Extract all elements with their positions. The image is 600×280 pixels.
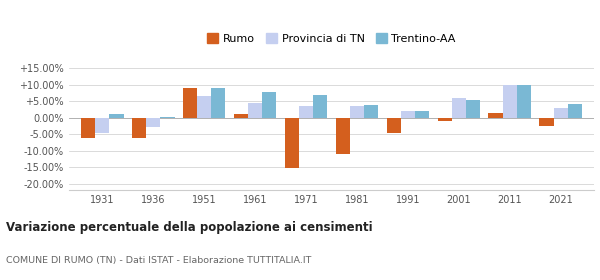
Legend: Rumo, Provincia di TN, Trentino-AA: Rumo, Provincia di TN, Trentino-AA (203, 29, 460, 48)
Bar (197, 96, 211, 118)
Bar (131, 118, 146, 138)
Bar (81, 118, 95, 137)
Bar (503, 85, 517, 118)
Bar (299, 106, 313, 118)
Bar (335, 118, 350, 154)
Bar (284, 118, 299, 168)
Bar (350, 106, 364, 118)
Bar (488, 113, 503, 118)
Bar (452, 98, 466, 118)
Bar (517, 85, 532, 118)
Bar (182, 88, 197, 118)
Bar (211, 88, 226, 118)
Bar (160, 117, 175, 118)
Bar (146, 118, 160, 127)
Text: Variazione percentuale della popolazione ai censimenti: Variazione percentuale della popolazione… (6, 221, 373, 234)
Bar (554, 108, 568, 118)
Bar (401, 111, 415, 118)
Bar (539, 118, 554, 126)
Bar (415, 111, 430, 118)
Text: COMUNE DI RUMO (TN) - Dati ISTAT - Elaborazione TUTTITALIA.IT: COMUNE DI RUMO (TN) - Dati ISTAT - Elabo… (6, 256, 311, 265)
Bar (466, 100, 481, 118)
Bar (437, 118, 452, 121)
Bar (248, 103, 262, 118)
Bar (313, 95, 328, 118)
Bar (386, 118, 401, 133)
Bar (364, 105, 379, 118)
Bar (109, 115, 124, 118)
Bar (233, 114, 248, 118)
Bar (262, 92, 277, 118)
Bar (568, 104, 582, 118)
Bar (95, 118, 109, 133)
